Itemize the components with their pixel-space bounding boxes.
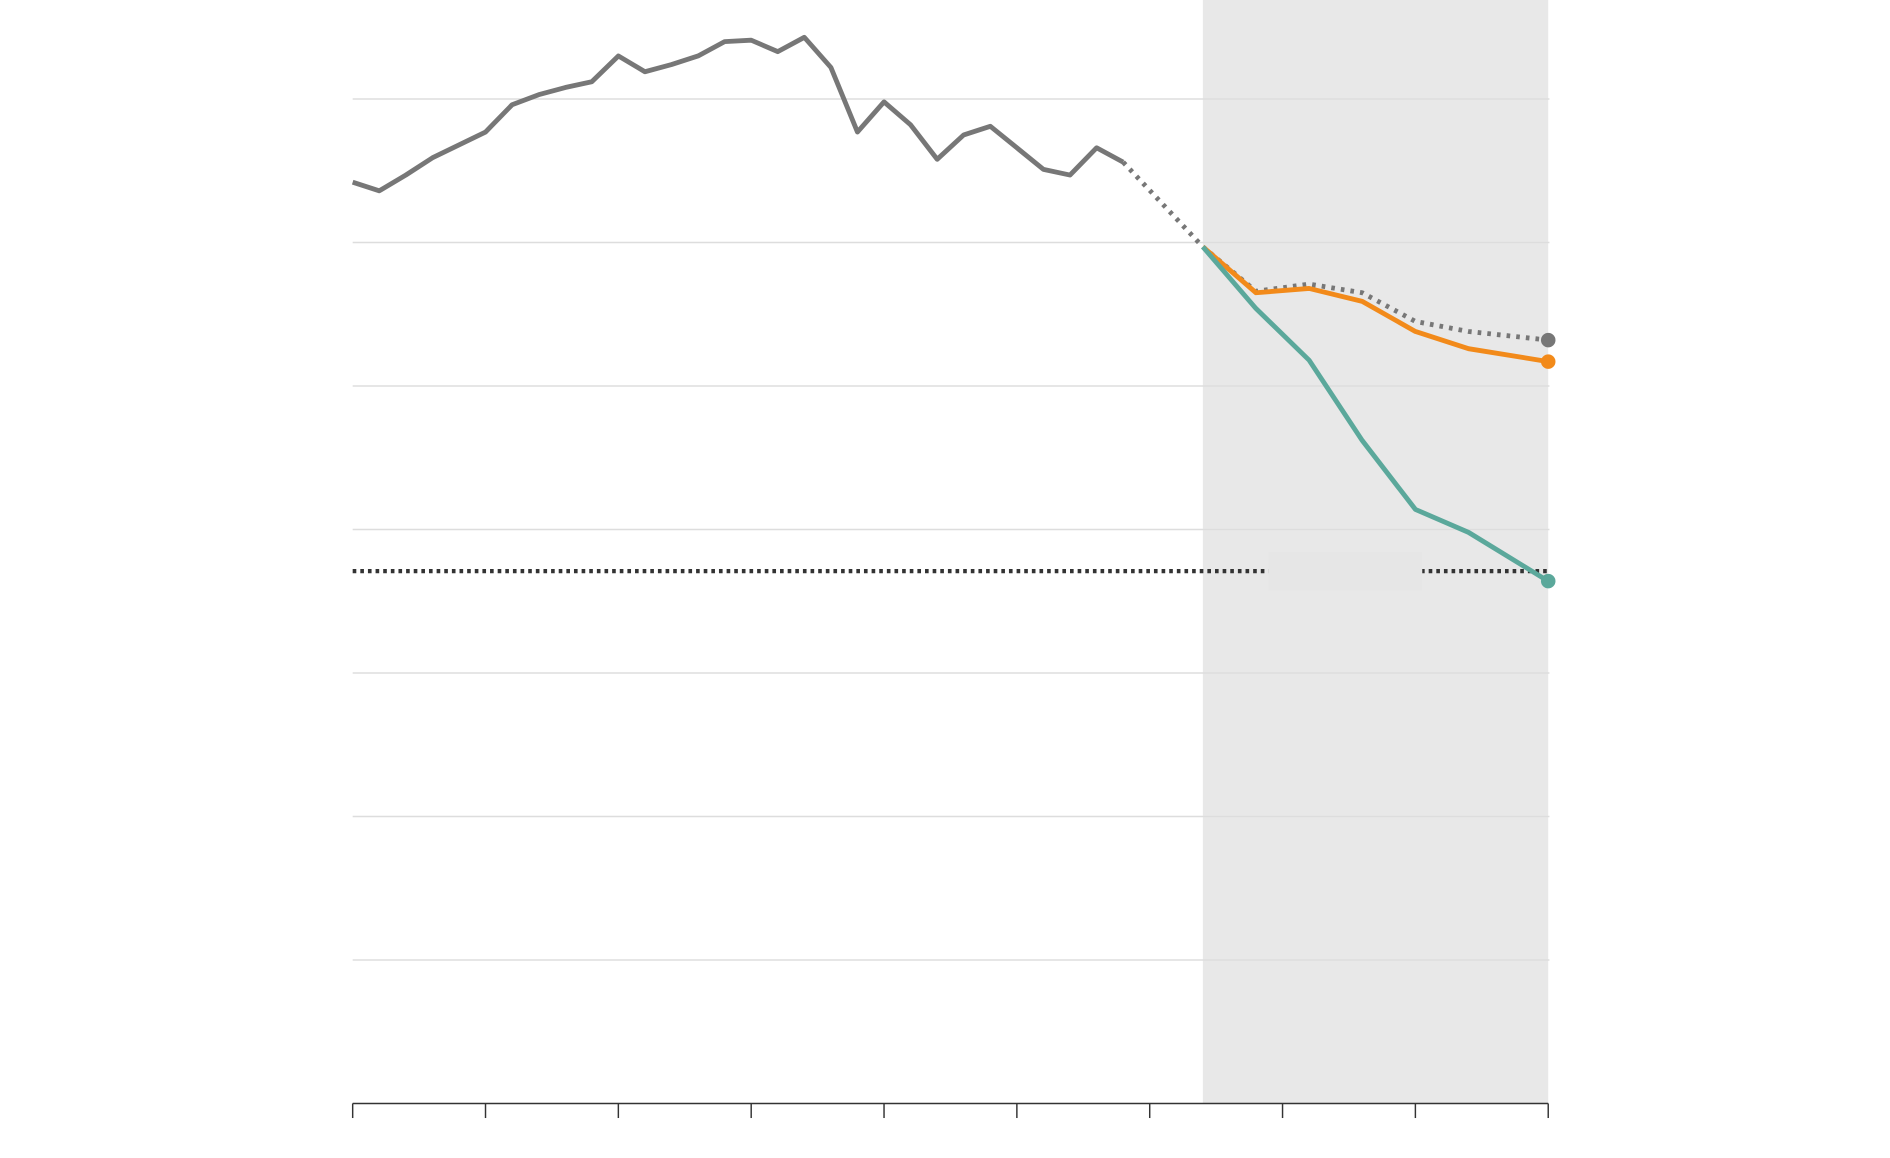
line — [1201, 245, 1550, 584]
end-marker — [1540, 573, 1556, 589]
end-marker — [1540, 332, 1556, 348]
end-marker — [1540, 354, 1556, 369]
line — [351, 34, 1125, 194]
label-backdrop — [1268, 551, 1423, 591]
line — [1201, 244, 1549, 365]
